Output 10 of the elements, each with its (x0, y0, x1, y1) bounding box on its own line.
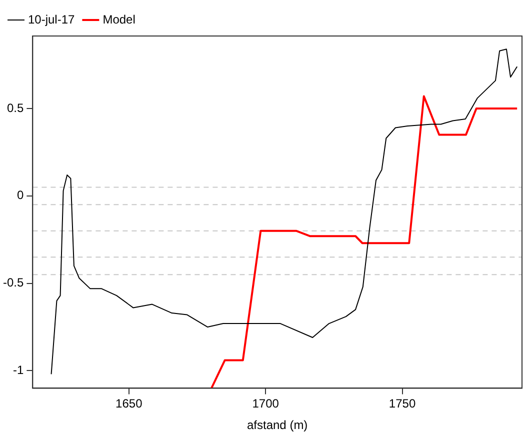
x-tick-label: 1750 (388, 396, 416, 411)
y-tick-label: -0.5 (2, 276, 24, 290)
y-tick-label: 0 (16, 188, 24, 202)
y-tick-label: 0.5 (6, 100, 24, 115)
x-axis-title: afstand (m) (246, 418, 308, 432)
legend-label: 10-jul-17 (28, 12, 76, 26)
legend-label: Model (102, 12, 136, 26)
y-tick-label: -1 (13, 363, 24, 378)
x-tick-label: 1700 (252, 396, 280, 411)
x-tick-label: 1650 (116, 396, 143, 411)
